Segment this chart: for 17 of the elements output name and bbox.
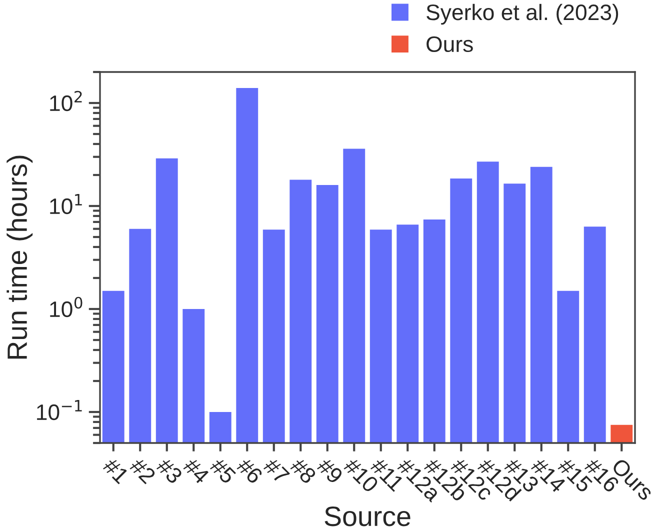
legend-label: Syerko et al. (2023) (426, 4, 618, 25)
x-tick-label: #5 (208, 456, 237, 485)
x-tick-label: #1 (102, 456, 130, 484)
x-tick-label: #2 (128, 456, 156, 484)
x-axis-title: Source (324, 506, 410, 526)
y-tick-label: 10$^{1}$ (50, 194, 82, 214)
y-tick-label: 10$^{0}$ (50, 296, 82, 318)
x-tick-label: #6 (236, 456, 264, 485)
y-tick-label: 10$^{2}$ (50, 90, 82, 112)
x-tick-label: #4 (182, 456, 210, 485)
x-tick-label: #9 (316, 456, 344, 484)
x-tick-label: #3 (155, 456, 184, 485)
y-tick-label: 10$^{−1}$ (37, 400, 82, 420)
x-tick-label: #8 (289, 456, 318, 485)
legend-label: Ours (426, 36, 473, 52)
x-tick-label: #7 (262, 456, 290, 484)
y-axis-title: Run time (hours) (6, 156, 33, 359)
